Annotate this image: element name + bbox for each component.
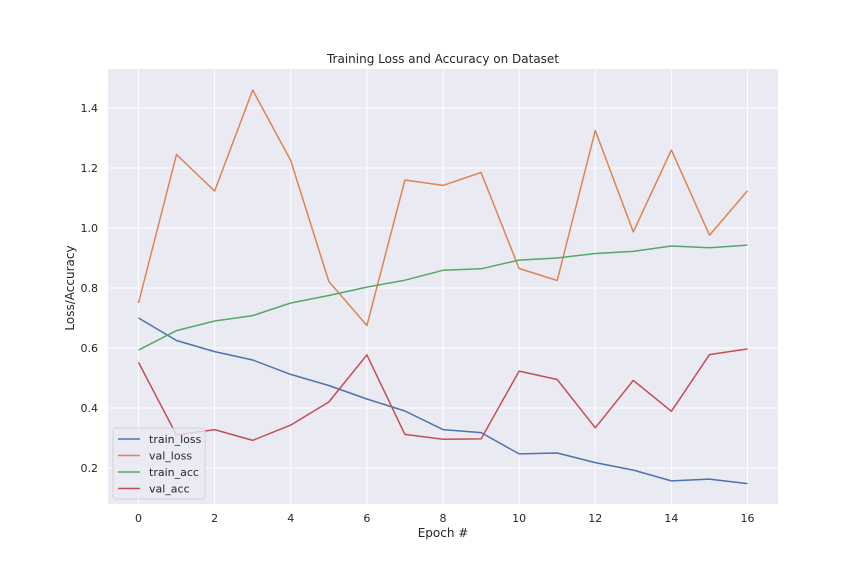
y-tick-label: 1.0 (81, 222, 99, 235)
legend-label-val-acc: val_acc (149, 483, 190, 496)
series-line-val-acc (137, 348, 748, 442)
ticks: 0 2 4 6 8 10 12 14 16 0.2 0.4 0.6 0.8 1.0 1.2 1.4 (81, 102, 755, 525)
x-axis-label: Epoch # (418, 526, 469, 540)
legend-label-train-loss: train_loss (149, 433, 202, 446)
x-tick-label: 10 (512, 512, 526, 525)
y-tick-label: 1.4 (81, 102, 99, 115)
chart-title: Training Loss and Accuracy on Dataset (326, 52, 559, 66)
series-line-train-loss (138, 317, 748, 485)
x-tick-label: 8 (440, 512, 447, 525)
series-line-val-loss (137, 89, 749, 327)
y-tick-label: 0.2 (81, 462, 99, 475)
x-tick-label: 14 (664, 512, 678, 525)
y-axis-label: Loss/Accuracy (63, 245, 77, 330)
series-lines (137, 89, 749, 485)
legend-label-train-acc: train_acc (149, 466, 199, 479)
y-tick-label: 0.4 (81, 402, 99, 415)
x-tick-label: 6 (363, 512, 370, 525)
x-tick-label: 12 (588, 512, 602, 525)
x-tick-label: 0 (135, 512, 142, 525)
y-tick-label: 0.8 (81, 282, 99, 295)
legend-box (112, 427, 206, 500)
series-line-train-acc (138, 244, 748, 351)
legend-items: train_loss val_loss train_acc val_acc (118, 433, 202, 496)
x-tick-label: 16 (741, 512, 755, 525)
x-tick-label: 4 (287, 512, 294, 525)
legend: train_loss val_loss train_acc val_acc (112, 427, 206, 500)
legend-label-val-loss: val_loss (149, 450, 192, 463)
x-tick-label: 2 (211, 512, 218, 525)
y-tick-label: 1.2 (81, 162, 99, 175)
y-tick-label: 0.6 (81, 342, 99, 355)
